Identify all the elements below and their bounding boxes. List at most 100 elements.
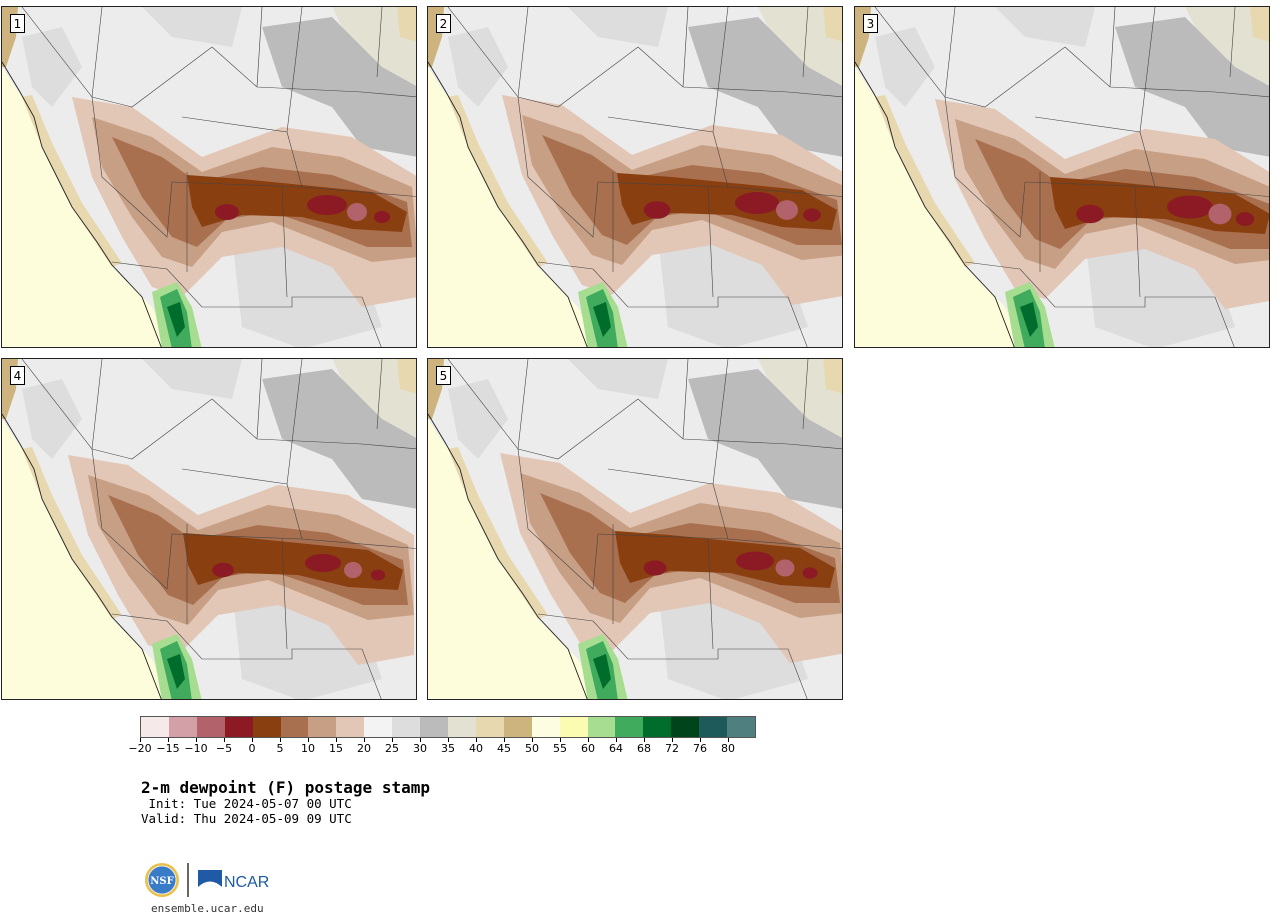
state-boundary	[1064, 46, 1269, 98]
colorbar-tick	[504, 738, 505, 742]
colorbar-bin	[308, 717, 337, 737]
colorbar-tick-label: 45	[497, 742, 511, 755]
colorbar-bin	[420, 717, 448, 737]
colorbar-tick-label: 64	[609, 742, 623, 755]
state-boundary	[1109, 7, 1116, 88]
state-boundary	[281, 538, 288, 650]
colorbar	[140, 716, 756, 738]
state-boundary	[111, 261, 382, 347]
state-boundary	[802, 359, 809, 430]
dewpoint-map	[855, 7, 1269, 347]
colorbar-tick	[728, 738, 729, 742]
coastline	[2, 413, 162, 699]
colorbar-tick-label: −5	[215, 742, 233, 755]
colorbar-tick	[336, 738, 337, 742]
colorbar-bin	[559, 717, 588, 737]
dewpoint-map	[428, 7, 842, 347]
nsf-text: NSF	[150, 876, 173, 887]
colorbar-bin	[336, 717, 365, 737]
state-boundary	[517, 7, 529, 98]
colorbar-tick-label: −20	[128, 742, 152, 755]
state-boundary	[211, 46, 416, 98]
figure-title: 2-m dewpoint (F) postage stamp	[141, 778, 430, 797]
state-boundary	[211, 398, 416, 450]
state-boundary	[256, 7, 263, 88]
state-boundary	[447, 359, 599, 590]
state-boundary	[682, 7, 689, 88]
colorbar-tick	[168, 738, 169, 742]
colorbar-bin	[587, 717, 616, 737]
ocean-area	[2, 67, 172, 347]
colorbar-tick	[280, 738, 281, 742]
colorbar-ticks: −20 −15 −10 −5 0 5 10 15 20 25 30 35 40 45 50 55 60 64 68 7…	[128, 738, 756, 760]
colorbar-tick	[672, 738, 673, 742]
state-boundary	[286, 7, 303, 133]
state-boundary	[597, 533, 729, 540]
colorbar-tick-label: 60	[581, 742, 595, 755]
state-boundary	[21, 359, 173, 590]
colorbar-tick	[364, 738, 365, 742]
state-boundary	[286, 359, 303, 485]
colorbar-tick	[224, 738, 225, 742]
map-panel-2: 2	[427, 6, 843, 348]
colorbar-bin	[615, 717, 644, 737]
state-boundary	[1024, 181, 1156, 188]
colorbar-bin	[503, 717, 532, 737]
colorbar-tick-label: 35	[441, 742, 455, 755]
colorbar-tick-label: 40	[469, 742, 483, 755]
map-panel-1: 1	[1, 6, 417, 348]
colorbar-tick-label: 30	[413, 742, 427, 755]
map-panel-3: 3	[854, 6, 1270, 348]
state-boundary	[637, 46, 842, 98]
state-boundary	[21, 7, 173, 238]
state-boundary	[874, 7, 1026, 238]
state-boundary	[964, 261, 1235, 347]
colorbar-bin	[364, 717, 393, 737]
valid-time: Valid: Thu 2024-05-09 09 UTC	[141, 811, 352, 826]
coastline	[2, 61, 162, 347]
colorbar-bin	[280, 717, 309, 737]
state-boundary	[682, 359, 689, 440]
state-boundary	[597, 181, 729, 188]
colorbar-tick-label: 0	[248, 742, 256, 755]
coastline	[428, 413, 588, 699]
state-boundary	[376, 359, 383, 430]
colorbar-tick	[252, 738, 253, 742]
state-boundary	[517, 46, 639, 108]
colorbar-tick	[532, 738, 533, 742]
state-boundary	[1139, 7, 1156, 133]
colorbar-tick	[448, 738, 449, 742]
state-boundary	[637, 398, 842, 450]
panel-number: 2	[436, 14, 451, 33]
state-boundary	[707, 538, 714, 650]
coastline	[855, 61, 1015, 347]
state-boundary	[1034, 116, 1269, 197]
map-panel-5: 5	[427, 358, 843, 700]
colorbar-tick	[644, 738, 645, 742]
colorbar-bin	[141, 717, 169, 737]
colorbar-tick	[560, 738, 561, 742]
state-boundary	[91, 46, 213, 108]
panel-number: 3	[863, 14, 878, 33]
ocean-area	[428, 419, 598, 699]
dewpoint-map	[428, 359, 842, 699]
state-boundary	[1229, 7, 1236, 78]
state-boundary	[802, 7, 809, 78]
nsf-ncar-logo: NSF NCAR	[145, 863, 269, 897]
colorbar-tick	[588, 738, 589, 742]
state-boundary	[91, 7, 103, 98]
init-time: Init: Tue 2024-05-07 00 UTC	[141, 796, 352, 811]
colorbar-bin	[727, 717, 755, 737]
colorbar-tick	[308, 738, 309, 742]
state-boundary	[537, 261, 808, 347]
ocean-area	[2, 419, 172, 699]
colorbar-tick	[420, 738, 421, 742]
dewpoint-map	[2, 359, 416, 699]
state-boundary	[91, 398, 213, 460]
colorbar-tick-label: 15	[329, 742, 343, 755]
state-boundary	[944, 46, 1066, 108]
colorbar-bin	[643, 717, 672, 737]
colorbar-tick-label: 68	[637, 742, 651, 755]
state-boundary	[171, 533, 303, 540]
panel-number: 4	[10, 366, 25, 385]
